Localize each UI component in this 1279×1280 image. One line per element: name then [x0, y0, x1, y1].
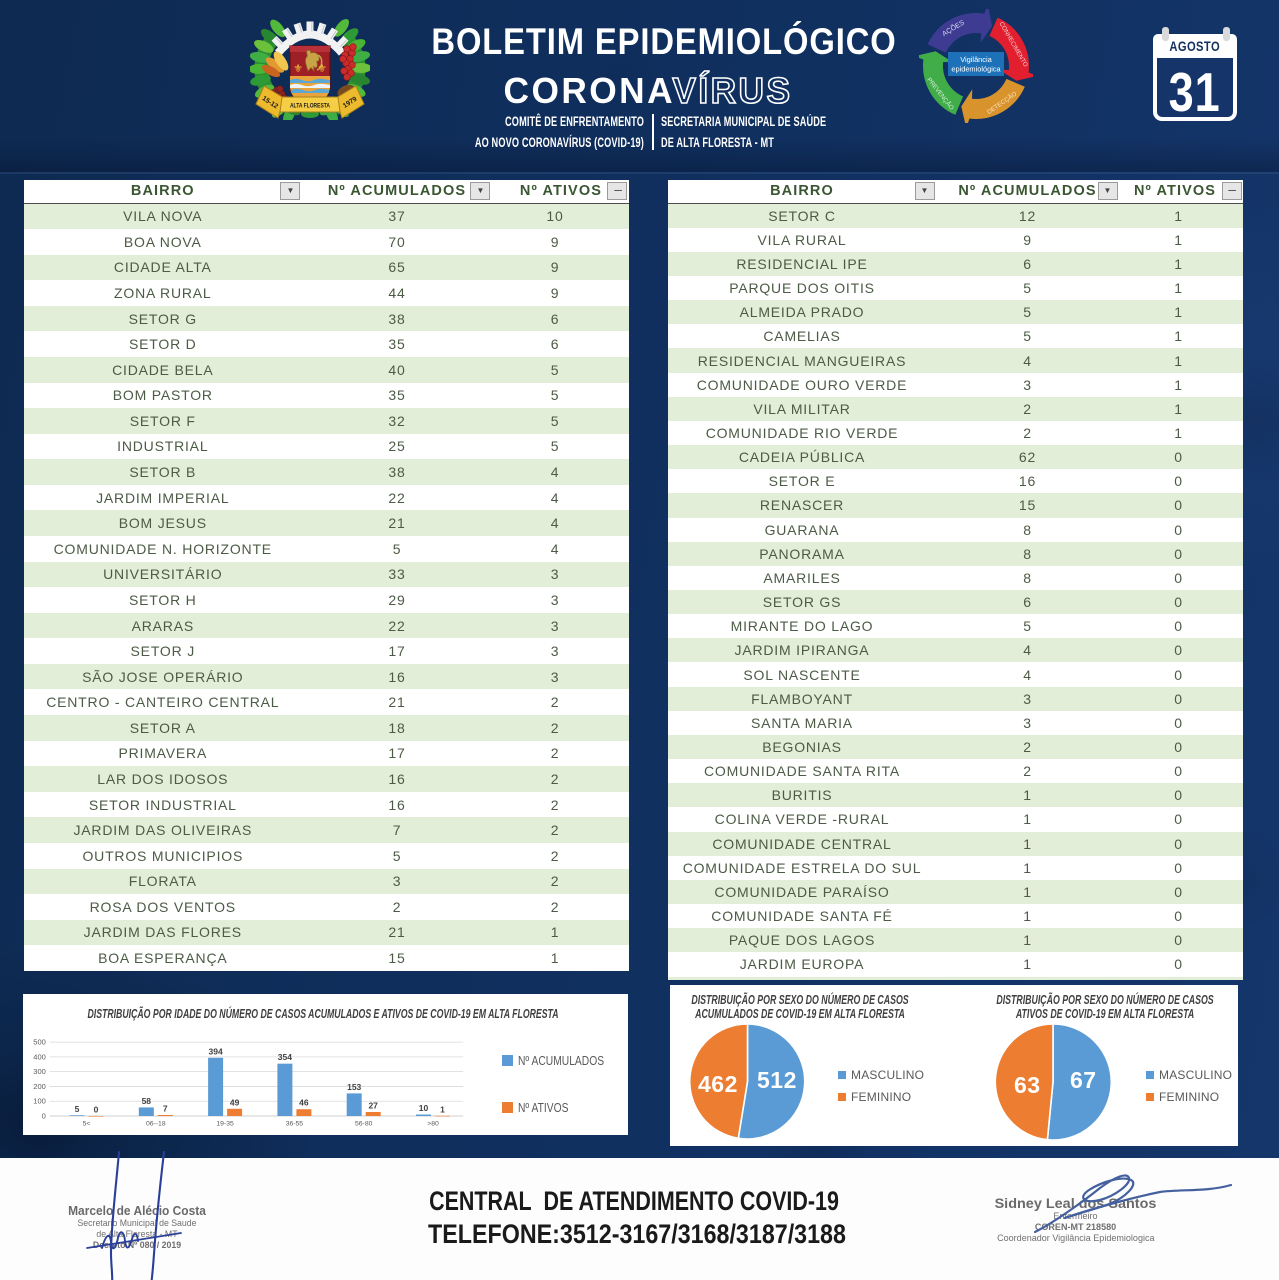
svg-text:5: 5 — [74, 1104, 79, 1114]
svg-text:27: 27 — [368, 1101, 378, 1111]
svg-text:100: 100 — [33, 1097, 46, 1106]
svg-text:7: 7 — [162, 1103, 167, 1113]
svg-text:394: 394 — [208, 1046, 222, 1056]
svg-text:5<: 5< — [82, 1121, 90, 1128]
svg-text:0: 0 — [41, 1112, 45, 1121]
svg-text:49: 49 — [229, 1097, 239, 1107]
svg-text:500: 500 — [33, 1038, 46, 1047]
svg-text:56-80: 56-80 — [355, 1121, 373, 1128]
svg-text:200: 200 — [33, 1082, 46, 1091]
svg-text:10: 10 — [418, 1103, 428, 1113]
svg-text:Nº ACUMULADOS: Nº ACUMULADOS — [518, 1053, 604, 1069]
svg-text:⚜: ⚜ — [293, 63, 303, 75]
svg-text:Nº ATIVOS: Nº ATIVOS — [518, 1100, 569, 1116]
svg-text:300: 300 — [33, 1067, 46, 1076]
svg-text:153: 153 — [347, 1082, 361, 1092]
svg-text:epidemiológica: epidemiológica — [951, 65, 1001, 74]
svg-text:36-55: 36-55 — [285, 1121, 303, 1128]
svg-text:400: 400 — [33, 1052, 46, 1061]
svg-text:58: 58 — [141, 1096, 151, 1106]
svg-text:>80: >80 — [427, 1121, 439, 1128]
svg-text:06--18: 06--18 — [145, 1121, 165, 1128]
svg-text:19-35: 19-35 — [216, 1121, 234, 1128]
svg-text:46: 46 — [299, 1098, 309, 1108]
svg-text:1: 1 — [440, 1104, 445, 1114]
svg-text:ALTA FLORESTA: ALTA FLORESTA — [290, 103, 330, 110]
svg-text:Vigilância: Vigilância — [960, 55, 992, 64]
svg-text:⚜: ⚜ — [317, 63, 327, 75]
svg-text:354: 354 — [277, 1052, 291, 1062]
svg-text:0: 0 — [93, 1105, 98, 1115]
